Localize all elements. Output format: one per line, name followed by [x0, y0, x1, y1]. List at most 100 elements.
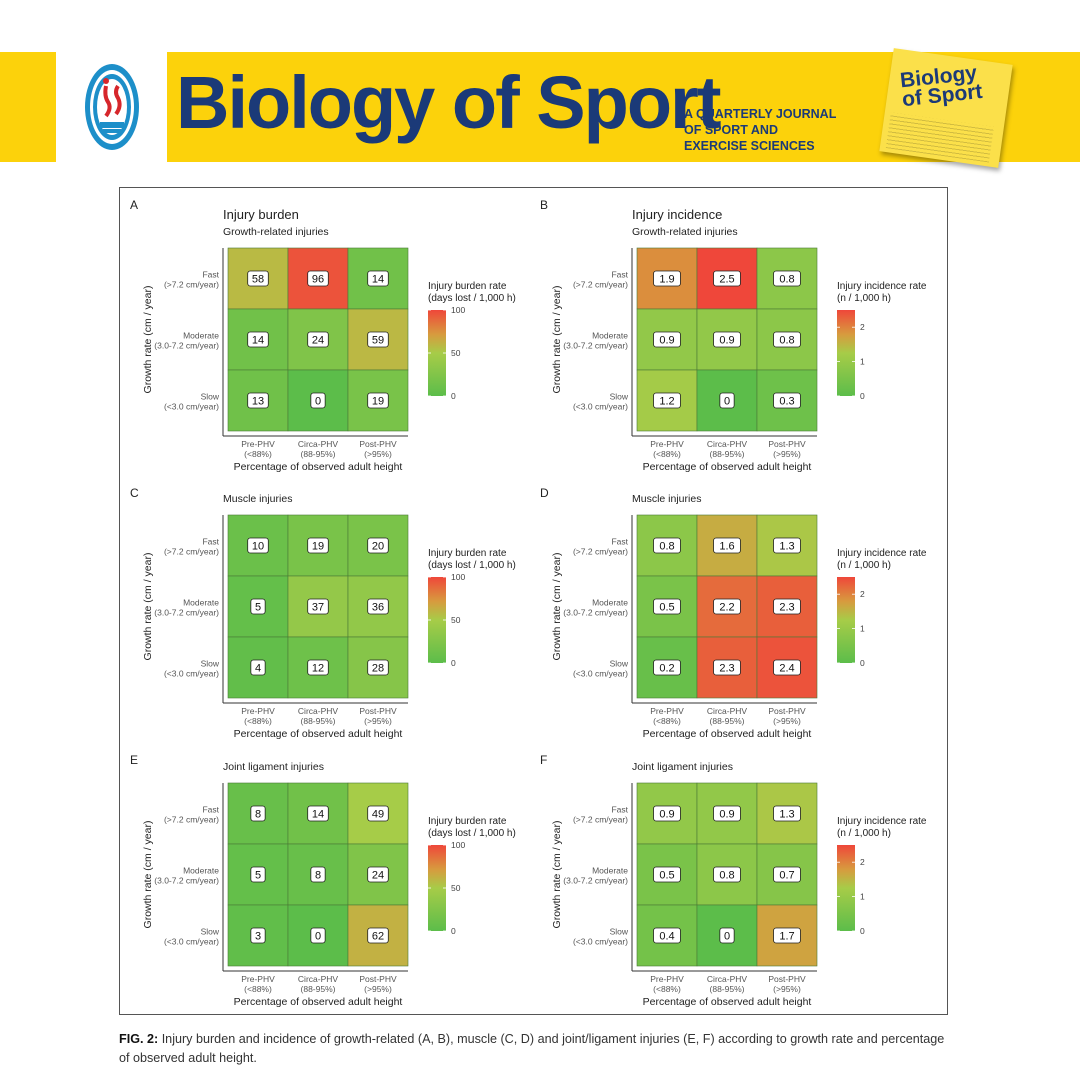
x-tick-label: (>95%): [364, 449, 392, 459]
y-tick-label: Slow: [201, 392, 220, 402]
legend-tick-label: 0: [860, 391, 865, 401]
banner-left-strip: [0, 52, 56, 162]
cell-value-label: 0.7: [779, 870, 794, 882]
journal-subtitle-line: OF SPORT AND: [684, 123, 778, 137]
x-tick-label: (88-95%): [710, 449, 745, 459]
cell-value-box: [307, 537, 329, 554]
legend-colorbar: [428, 845, 446, 931]
legend-tick-label: 2: [860, 589, 865, 599]
y-axis-title: Growth rate (cm / year): [551, 821, 563, 929]
panel-subtitle: Muscle injuries: [223, 493, 292, 505]
y-tick-label: (<3.0 cm/year): [164, 402, 219, 412]
cell-value-label: 13: [252, 396, 264, 408]
x-tick-label: Circa-PHV: [298, 439, 338, 449]
cell-value-label: 0.4: [659, 931, 674, 943]
cell-value-box: [367, 270, 389, 287]
cell-value-label: 1.9: [659, 274, 674, 286]
y-tick-label: Fast: [202, 805, 219, 815]
y-tick-label: Slow: [201, 927, 220, 937]
cell-value-label: 0.8: [779, 274, 794, 286]
legend-tick-label: 1: [860, 892, 865, 902]
panel-title: Injury incidence: [632, 207, 722, 222]
cell-value-label: 4: [255, 663, 261, 675]
y-tick-label: (>7.2 cm/year): [164, 815, 219, 825]
legend-tick-label: 0: [860, 658, 865, 668]
x-tick-label: Circa-PHV: [707, 439, 747, 449]
cell-value-box: [773, 331, 801, 348]
cell-value-box: [367, 659, 389, 676]
legend-tick-label: 1: [860, 624, 865, 634]
x-tick-label: (>95%): [773, 984, 801, 994]
panel-subtitle: Joint ligament injuries: [632, 761, 733, 773]
x-tick-label: Pre-PHV: [650, 439, 684, 449]
x-axis-title: Percentage of observed adult height: [643, 996, 812, 1008]
y-tick-label: (3.0-7.2 cm/year): [154, 876, 219, 886]
cell-value-label: 0.9: [719, 335, 734, 347]
y-axis-title: Growth rate (cm / year): [142, 286, 154, 394]
cell-value-box: [310, 927, 326, 944]
cell-value-box: [247, 331, 269, 348]
heatmap-cell: [347, 843, 409, 906]
cell-value-box: [307, 270, 329, 287]
journal-subtitle-line: EXERCISE SCIENCES: [684, 139, 815, 153]
y-axis-title: Growth rate (cm / year): [551, 286, 563, 394]
cell-value-box: [247, 270, 269, 287]
legend-tick-label: 0: [451, 391, 456, 401]
cell-value-box: [773, 659, 801, 676]
x-tick-label: Circa-PHV: [707, 706, 747, 716]
x-tick-label: (<88%): [653, 984, 681, 994]
y-tick-label: (>7.2 cm/year): [573, 547, 628, 557]
cell-value-label: 0.9: [659, 809, 674, 821]
y-tick-label: Moderate: [183, 598, 219, 608]
x-tick-label: Pre-PHV: [241, 974, 275, 984]
cell-value-box: [773, 537, 801, 554]
cell-value-label: 28: [372, 663, 384, 675]
cell-value-box: [653, 270, 681, 287]
x-tick-label: Post-PHV: [768, 439, 806, 449]
cell-value-label: 2.3: [779, 602, 794, 614]
legend-colorbar: [837, 577, 855, 663]
x-tick-label: (88-95%): [710, 716, 745, 726]
figure-caption: FIG. 2: Injury burden and incidence of g…: [119, 1030, 954, 1068]
cell-value-label: 49: [372, 809, 384, 821]
x-tick-label: Pre-PHV: [650, 706, 684, 716]
cell-value-label: 58: [252, 274, 264, 286]
x-axis-title: Percentage of observed adult height: [234, 728, 403, 740]
cell-value-label: 3: [255, 931, 261, 943]
cell-value-box: [310, 866, 326, 883]
cell-value-box: [250, 598, 266, 615]
cell-value-label: 2.4: [779, 663, 794, 675]
cell-value-box: [653, 392, 681, 409]
cell-value-box: [307, 659, 329, 676]
cell-value-box: [247, 537, 269, 554]
y-tick-label: (3.0-7.2 cm/year): [563, 608, 628, 618]
cell-value-box: [310, 392, 326, 409]
caption-text: Injury burden and incidence of growth-re…: [119, 1032, 945, 1065]
cell-value-box: [250, 805, 266, 822]
x-tick-label: Post-PHV: [359, 974, 397, 984]
y-tick-label: Slow: [610, 659, 629, 669]
panel-subtitle: Joint ligament injuries: [223, 761, 324, 773]
panel-label: B: [540, 198, 548, 212]
y-tick-label: (>7.2 cm/year): [164, 280, 219, 290]
cell-value-label: 0.3: [779, 396, 794, 408]
y-tick-label: (<3.0 cm/year): [164, 937, 219, 947]
cell-value-box: [307, 598, 329, 615]
x-axis-title: Percentage of observed adult height: [234, 996, 403, 1008]
cell-value-label: 1.6: [719, 541, 734, 553]
cell-value-label: 8: [315, 870, 321, 882]
cell-value-box: [367, 537, 389, 554]
cell-value-label: 1.2: [659, 396, 674, 408]
y-axis-title: Growth rate (cm / year): [142, 821, 154, 929]
legend-title: Injury burden rate: [428, 816, 507, 827]
cell-value-label: 24: [372, 870, 384, 882]
panel-label: C: [130, 486, 139, 500]
y-tick-label: (<3.0 cm/year): [573, 937, 628, 947]
cell-value-box: [713, 659, 741, 676]
cell-value-label: 0.8: [779, 335, 794, 347]
cell-value-box: [307, 331, 329, 348]
cell-value-label: 0: [315, 931, 321, 943]
panel-label: E: [130, 753, 138, 767]
legend-colorbar: [428, 310, 446, 396]
panel-label: D: [540, 486, 549, 500]
